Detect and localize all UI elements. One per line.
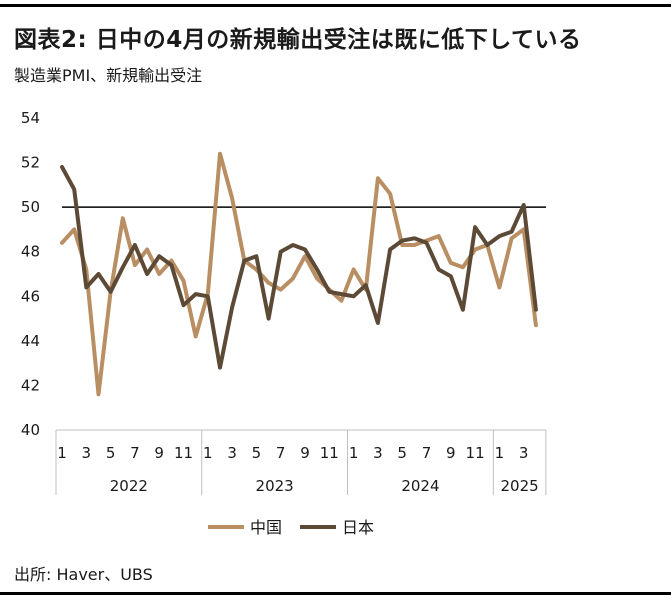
x-month-label: 5 — [106, 444, 116, 462]
y-tick-label: 48 — [21, 243, 40, 261]
legend-label-japan: 日本 — [342, 518, 374, 537]
x-month-label: 5 — [397, 444, 407, 462]
y-tick-label: 52 — [21, 154, 40, 172]
x-month-label: 1 — [203, 444, 213, 462]
x-year-label: 2024 — [401, 477, 439, 495]
x-month-label: 3 — [519, 444, 529, 462]
y-tick-label: 46 — [21, 287, 40, 305]
x-month-label: 1 — [57, 444, 67, 462]
x-month-label: 11 — [466, 444, 485, 462]
series-line-china — [60, 151, 538, 397]
x-month-label: 3 — [227, 444, 237, 462]
y-tick-label: 54 — [21, 109, 40, 127]
x-month-label: 7 — [130, 444, 140, 462]
x-year-label: 2023 — [256, 477, 294, 495]
x-year-label: 2022 — [110, 477, 148, 495]
source-note: 出所: Haver、UBS — [14, 565, 153, 584]
y-tick-label: 44 — [21, 332, 40, 350]
y-tick-label: 50 — [21, 198, 40, 216]
x-month-label: 9 — [446, 444, 456, 462]
y-tick-label: 42 — [21, 376, 40, 394]
series-layer — [60, 151, 538, 397]
bottom-rule — [0, 592, 671, 595]
chart-title: 図表2: 日中の4月の新規輸出受注は既に低下している — [14, 27, 582, 53]
legend: 中国 日本 — [208, 518, 374, 537]
x-month-label: 9 — [154, 444, 164, 462]
chart-subtitle: 製造業PMI、新規輸出受注 — [14, 66, 203, 85]
series-line-japan — [60, 165, 538, 370]
x-month-label: 11 — [174, 444, 193, 462]
top-rule — [0, 4, 671, 7]
x-month-label: 3 — [82, 444, 92, 462]
x-month-label: 7 — [276, 444, 286, 462]
x-year-label: 2025 — [500, 477, 538, 495]
legend-label-china: 中国 — [250, 518, 282, 537]
x-month-label: 7 — [422, 444, 432, 462]
x-month-label: 1 — [349, 444, 359, 462]
y-axis: 40 42 44 46 48 50 52 54 — [21, 109, 40, 439]
x-month-label: 11 — [320, 444, 339, 462]
x-month-label: 1 — [495, 444, 505, 462]
y-tick-label: 40 — [21, 421, 40, 439]
x-month-label: 9 — [300, 444, 310, 462]
x-month-label: 3 — [373, 444, 383, 462]
x-month-label: 5 — [252, 444, 262, 462]
